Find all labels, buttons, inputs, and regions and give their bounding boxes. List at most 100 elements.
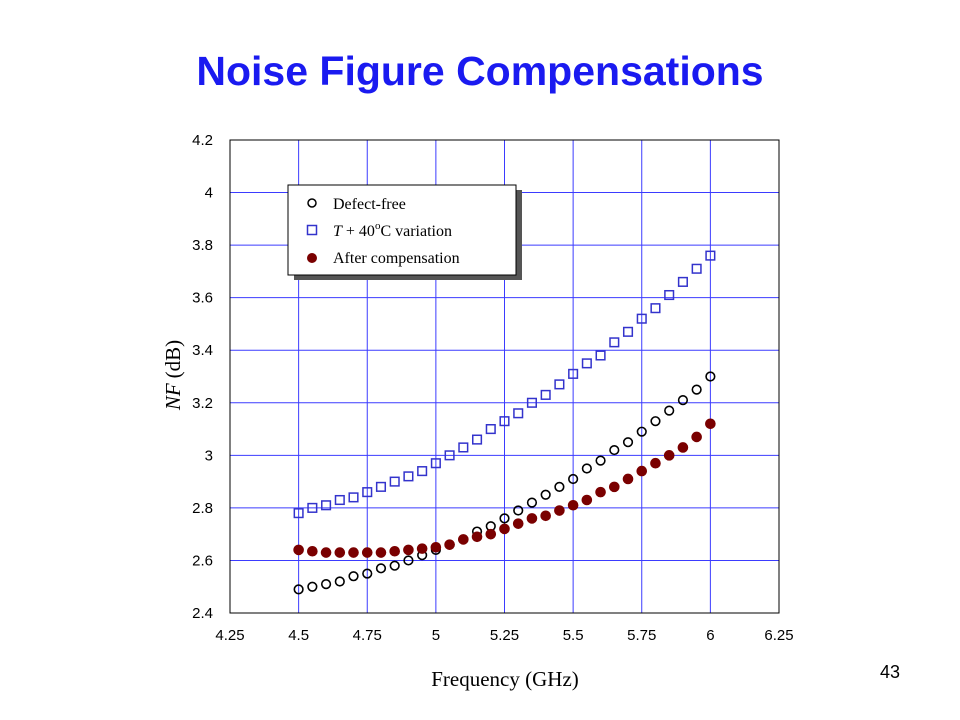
- y-tick-label: 3: [205, 447, 213, 464]
- legend-box: [287, 184, 517, 276]
- legend-temp-middle: + 40: [342, 223, 375, 240]
- defect-free-point: [581, 463, 592, 474]
- after-compensation-point: [526, 513, 538, 524]
- y-tick-label: 2.4: [192, 605, 213, 622]
- temperature-variation-point: [334, 494, 345, 506]
- x-tick-label: 4.25: [215, 627, 244, 644]
- legend-entry-after-compensation: After compensation: [333, 250, 460, 267]
- temperature-variation-point: [636, 313, 647, 324]
- y-tick-label: 3.8: [192, 237, 213, 254]
- y-tick-label: 3.2: [192, 395, 213, 412]
- x-tick-label: 5.5: [563, 627, 584, 644]
- plot-frame: [229, 139, 780, 614]
- defect-free-point: [389, 560, 400, 571]
- y-tick-label: 3.6: [192, 290, 213, 307]
- temperature-variation-point: [609, 337, 620, 348]
- defect-free-point: [568, 473, 579, 485]
- after-compensation-point: [663, 450, 675, 461]
- page-number: 43: [880, 662, 901, 682]
- temperature-variation-point: [677, 276, 688, 287]
- after-compensation-point: [609, 481, 620, 493]
- defect-free-point: [375, 563, 387, 574]
- after-compensation-point: [389, 545, 401, 557]
- after-compensation-point: [554, 505, 565, 516]
- after-compensation-point: [293, 544, 304, 556]
- temperature-variation-point: [362, 487, 373, 498]
- after-compensation-point: [361, 547, 373, 558]
- temperature-variation-point: [691, 263, 702, 274]
- temperature-variation-point: [403, 471, 414, 482]
- after-compensation-point: [650, 457, 661, 469]
- defect-free-point: [622, 437, 634, 448]
- after-compensation-series: [293, 418, 716, 558]
- after-compensation-point: [458, 534, 469, 545]
- after-compensation-point: [677, 442, 689, 453]
- x-axis-label: Frequency (GHz): [431, 667, 579, 691]
- legend-temp-degree: o: [375, 220, 381, 232]
- x-tick-label: 4.5: [288, 627, 309, 644]
- temperature-variation-point: [348, 492, 359, 503]
- temperature-variation-point: [581, 358, 592, 369]
- defect-free-point: [403, 555, 414, 566]
- x-tick-label: 6.25: [764, 627, 793, 644]
- y-tick-label: 4.2: [192, 132, 213, 149]
- temperature-variation-point: [458, 442, 469, 453]
- legend-entry-defect-free: Defect-free: [333, 196, 406, 213]
- legend-temp-symbol: T: [333, 223, 343, 240]
- temperature-variation-point: [485, 424, 496, 435]
- after-compensation-point: [471, 531, 483, 543]
- defect-free-point: [595, 455, 606, 466]
- defect-free-point: [348, 571, 359, 582]
- temperature-variation-point: [595, 350, 606, 361]
- temperature-variation-point: [293, 508, 304, 519]
- x-tick-label: 5.75: [627, 627, 656, 644]
- defect-free-point: [334, 576, 345, 587]
- temperature-variation-point: [444, 450, 455, 461]
- defect-free-point: [664, 405, 675, 416]
- temperature-variation-point: [321, 500, 332, 511]
- after-compensation-point: [622, 473, 634, 485]
- legend-entry-temperature-variation: T + 40oC variation: [333, 220, 452, 240]
- slide-title: Noise Figure Compensations: [196, 48, 764, 94]
- after-compensation-point: [512, 518, 524, 529]
- defect-free-point: [513, 505, 524, 516]
- x-tick-label: 5: [432, 627, 440, 644]
- after-compensation-point: [595, 486, 606, 498]
- defect-free-point: [526, 497, 538, 508]
- y-axis-label: NF (dB): [161, 340, 185, 411]
- y-tick-label: 3.4: [192, 342, 213, 359]
- temperature-variation-series: [293, 250, 716, 519]
- legend-marker-temperature-variation: [306, 224, 318, 236]
- x-tick-label: 5.25: [490, 627, 519, 644]
- temperature-variation-point: [705, 250, 716, 261]
- defect-free-point: [320, 578, 332, 590]
- defect-free-point: [499, 513, 510, 524]
- temperature-variation-point: [554, 379, 565, 390]
- legend-temp-end: C variation: [380, 223, 452, 240]
- y-axis-label-unit: (dB): [161, 340, 185, 379]
- after-compensation-point: [567, 499, 579, 511]
- temperature-variation-point: [513, 408, 524, 419]
- after-compensation-point: [705, 418, 716, 430]
- after-compensation-point: [636, 465, 648, 477]
- temperature-variation-point: [375, 481, 387, 492]
- data-series: [293, 250, 716, 595]
- after-compensation-point: [334, 547, 346, 558]
- defect-free-point: [307, 581, 318, 592]
- defect-free-point: [609, 444, 620, 456]
- defect-free-point: [677, 395, 689, 406]
- y-tick-label: 2.6: [192, 552, 213, 569]
- temperature-variation-point: [526, 397, 538, 408]
- temperature-variation-point: [540, 389, 551, 400]
- defect-free-point: [705, 371, 716, 382]
- defect-free-point: [362, 568, 373, 579]
- temperature-variation-point: [430, 458, 441, 469]
- legend: Defect-free T + 40oC variation After com…: [287, 184, 522, 280]
- temperature-variation-point: [417, 466, 428, 477]
- temperature-variation-point: [389, 476, 400, 487]
- after-compensation-point: [444, 539, 455, 550]
- after-compensation-point: [691, 431, 702, 443]
- x-tick-label: 4.75: [353, 627, 382, 644]
- defect-free-point: [293, 584, 304, 595]
- after-compensation-point: [485, 528, 497, 540]
